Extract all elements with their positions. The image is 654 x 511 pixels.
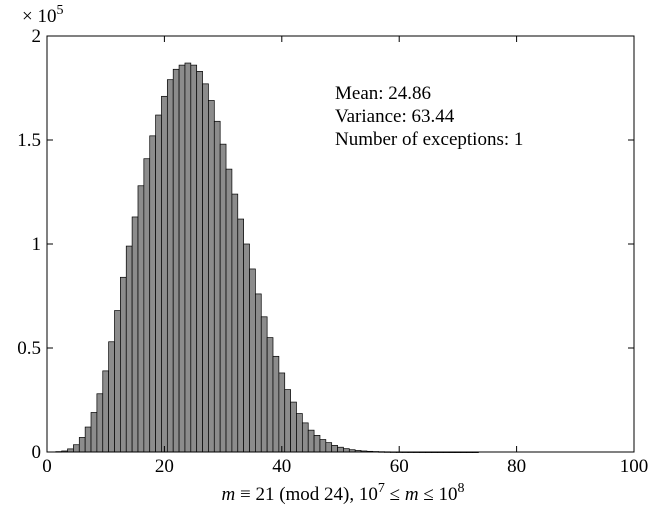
bar-6 — [78, 437, 86, 453]
bar-28 — [208, 100, 215, 453]
annotation-variance: Variance: 63.44 — [335, 106, 455, 127]
bar-10 — [102, 370, 109, 453]
bar-22 — [172, 68, 180, 453]
bar-41 — [284, 389, 291, 453]
bar-26 — [196, 71, 203, 453]
bar-25 — [190, 64, 198, 453]
y-tick-label: 0 — [32, 442, 42, 463]
bar-46 — [313, 435, 321, 453]
bar-32 — [231, 193, 239, 453]
x-tick-label: 20 — [155, 456, 174, 477]
y-tick-label: 2 — [32, 26, 42, 47]
bar-7 — [84, 426, 92, 453]
x-ticks: 0 20 40 60 80 100 — [42, 36, 648, 477]
bar-37 — [260, 316, 268, 453]
bar-23 — [178, 64, 186, 453]
bar-47 — [319, 439, 327, 453]
y-scale-note: × 105 — [22, 3, 63, 27]
bar-14 — [125, 245, 133, 453]
x-tick-label: 40 — [272, 456, 291, 477]
bar-12 — [114, 310, 121, 453]
bar-34 — [243, 243, 250, 453]
x-tick-label: 0 — [42, 456, 52, 477]
bar-39 — [272, 355, 280, 453]
x-tick-label: 80 — [507, 456, 526, 477]
bar-24 — [184, 62, 192, 453]
y-tick-label: 1 — [32, 234, 42, 255]
bar-18 — [149, 135, 156, 453]
annotation-exceptions: Number of exceptions: 1 — [335, 129, 523, 150]
bar-13 — [120, 276, 127, 453]
bar-38 — [266, 337, 274, 453]
bar-36 — [255, 293, 262, 453]
bar-42 — [290, 401, 297, 453]
bar-48 — [325, 442, 333, 453]
bar-20 — [161, 95, 168, 453]
bar-43 — [296, 413, 303, 453]
bar-11 — [108, 341, 115, 453]
bar-8 — [90, 412, 98, 453]
bar-5 — [73, 444, 80, 453]
y-tick-label: 1.5 — [17, 130, 41, 151]
bar-29 — [213, 120, 221, 453]
bar-31 — [225, 168, 233, 453]
bar-50 — [337, 446, 344, 453]
x-axis-label: m ≡ 21 (mod 24), 107 ≤ m ≤ 108 — [222, 481, 465, 505]
x-tick-label: 100 — [620, 456, 649, 477]
bar-45 — [307, 429, 315, 453]
bar-35 — [249, 268, 256, 453]
bar-15 — [131, 216, 139, 453]
y-ticks: 0 0.5 1 1.5 2 — [17, 26, 634, 463]
bar-40 — [278, 372, 286, 453]
x-tick-label: 60 — [390, 456, 409, 477]
annotation-mean: Mean: 24.86 — [335, 83, 431, 104]
bar-19 — [155, 114, 162, 453]
bar-21 — [166, 79, 174, 453]
bar-27 — [202, 83, 209, 453]
y-tick-label: 0.5 — [17, 338, 41, 359]
bar-30 — [219, 143, 227, 453]
bar-9 — [96, 393, 104, 453]
bar-17 — [143, 158, 151, 453]
bar-49 — [331, 444, 338, 453]
bar-33 — [237, 218, 244, 453]
bar-44 — [301, 422, 309, 453]
bar-16 — [137, 185, 145, 453]
bars-group — [55, 62, 479, 453]
